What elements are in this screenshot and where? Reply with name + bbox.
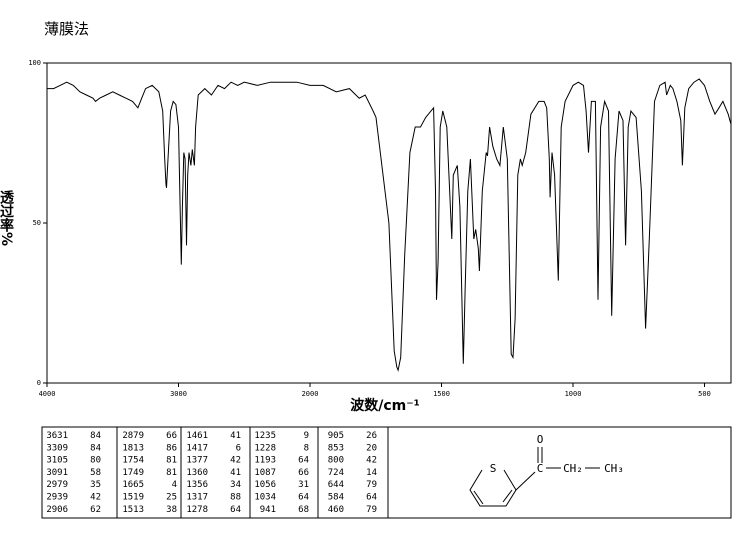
- atom-label: CH₂: [563, 462, 583, 475]
- peak-wavenumber: 3309: [46, 443, 68, 453]
- peak-wavenumber: 1034: [254, 493, 276, 503]
- bond: [515, 471, 536, 491]
- peak-wavenumber: 2939: [46, 493, 68, 503]
- atom-label: S: [490, 462, 497, 475]
- peak-transmittance: 79: [366, 505, 377, 515]
- peak-wavenumber: 2879: [122, 431, 144, 441]
- peak-wavenumber: 1056: [254, 480, 276, 490]
- peak-transmittance: 8: [304, 443, 309, 453]
- peak-wavenumber: 1519: [122, 493, 144, 503]
- peak-wavenumber: 1417: [186, 443, 208, 453]
- peak-transmittance: 81: [166, 468, 177, 478]
- peak-wavenumber: 1749: [122, 468, 144, 478]
- peak-transmittance: 41: [230, 468, 241, 478]
- peak-wavenumber: 2979: [46, 480, 68, 490]
- peak-transmittance: 42: [230, 456, 241, 466]
- table-frame: [41, 426, 732, 519]
- peak-transmittance: 64: [298, 493, 309, 503]
- x-tick-label: 3000: [170, 390, 187, 398]
- double-bond: [502, 489, 513, 503]
- peak-wavenumber: 1278: [186, 505, 208, 515]
- peak-transmittance: 35: [90, 480, 101, 490]
- peak-wavenumber: 3631: [46, 431, 68, 441]
- peak-transmittance: 66: [166, 431, 177, 441]
- peak-transmittance: 26: [366, 431, 377, 441]
- peak-transmittance: 6: [236, 443, 241, 453]
- peak-wavenumber: 1087: [254, 468, 276, 478]
- peak-transmittance: 42: [366, 456, 377, 466]
- peak-wavenumber: 1461: [186, 431, 208, 441]
- peak-wavenumber: 1377: [186, 456, 208, 466]
- atom-label: C: [537, 462, 544, 475]
- y-axis-label: 透过率%: [0, 190, 14, 246]
- table-dividers: [116, 427, 389, 518]
- peak-wavenumber: 644: [328, 480, 344, 490]
- peak-wavenumber: 1360: [186, 468, 208, 478]
- peak-transmittance: 14: [366, 468, 377, 478]
- x-tick-label: 4000: [39, 390, 56, 398]
- peak-wavenumber: 941: [260, 505, 276, 515]
- peak-wavenumber: 853: [328, 443, 344, 453]
- peak-transmittance: 86: [166, 443, 177, 453]
- peak-wavenumber: 1754: [122, 456, 144, 466]
- peak-wavenumber: 1317: [186, 493, 208, 503]
- peak-wavenumber: 2906: [46, 505, 68, 515]
- peak-transmittance: 31: [298, 480, 309, 490]
- atom-label: O: [537, 433, 544, 446]
- peak-wavenumber: 1235: [254, 431, 276, 441]
- peak-transmittance: 80: [90, 456, 101, 466]
- peak-transmittance: 4: [172, 480, 177, 490]
- peak-wavenumber: 800: [328, 456, 344, 466]
- peak-transmittance: 58: [90, 468, 101, 478]
- peak-wavenumber: 905: [328, 431, 344, 441]
- peak-wavenumber: 1356: [186, 480, 208, 490]
- x-tick-label: 1500: [433, 390, 450, 398]
- peak-transmittance: 66: [298, 468, 309, 478]
- peak-wavenumber: 1513: [122, 505, 144, 515]
- peak-transmittance: 81: [166, 456, 177, 466]
- peak-transmittance: 25: [166, 493, 177, 503]
- x-tick-label: 1000: [565, 390, 582, 398]
- y-tick-label: 100: [28, 59, 41, 67]
- peak-transmittance: 9: [304, 431, 309, 441]
- peak-transmittance: 62: [90, 505, 101, 515]
- peak-transmittance: 79: [366, 480, 377, 490]
- peak-wavenumber: 3105: [46, 456, 68, 466]
- peak-wavenumber: 3091: [46, 468, 68, 478]
- peak-transmittance: 42: [90, 493, 101, 503]
- peak-transmittance: 34: [230, 480, 241, 490]
- molecule-bonds: [469, 447, 600, 507]
- ring-bonds: [469, 469, 517, 507]
- peak-wavenumber: 460: [328, 505, 344, 515]
- peak-transmittance: 64: [366, 493, 377, 503]
- peak-transmittance: 20: [366, 443, 377, 453]
- title: 薄膜法: [44, 20, 89, 38]
- peak-wavenumber: 1665: [122, 480, 144, 490]
- peak-wavenumber: 724: [328, 468, 344, 478]
- peak-transmittance: 84: [90, 431, 101, 441]
- peak-wavenumber: 1813: [122, 443, 144, 453]
- peak-transmittance: 88: [230, 493, 241, 503]
- peak-wavenumber: 1193: [254, 456, 276, 466]
- y-tick-label: 50: [33, 219, 41, 227]
- peak-wavenumber: 584: [328, 493, 344, 503]
- peak-wavenumber: 1228: [254, 443, 276, 453]
- peak-transmittance: 64: [230, 505, 241, 515]
- peak-transmittance: 84: [90, 443, 101, 453]
- spectrum-line: [47, 78, 732, 372]
- peak-transmittance: 68: [298, 505, 309, 515]
- x-axis-label: 波数/cm⁻¹: [350, 397, 420, 414]
- peak-transmittance: 38: [166, 505, 177, 515]
- x-tick-label: 2000: [302, 390, 319, 398]
- peak-transmittance: 41: [230, 431, 241, 441]
- y-tick-label: 0: [37, 379, 41, 387]
- x-tick-label: 500: [698, 390, 711, 398]
- atom-label: CH₃: [604, 462, 624, 475]
- double-bond: [473, 490, 484, 505]
- peak-transmittance: 64: [298, 456, 309, 466]
